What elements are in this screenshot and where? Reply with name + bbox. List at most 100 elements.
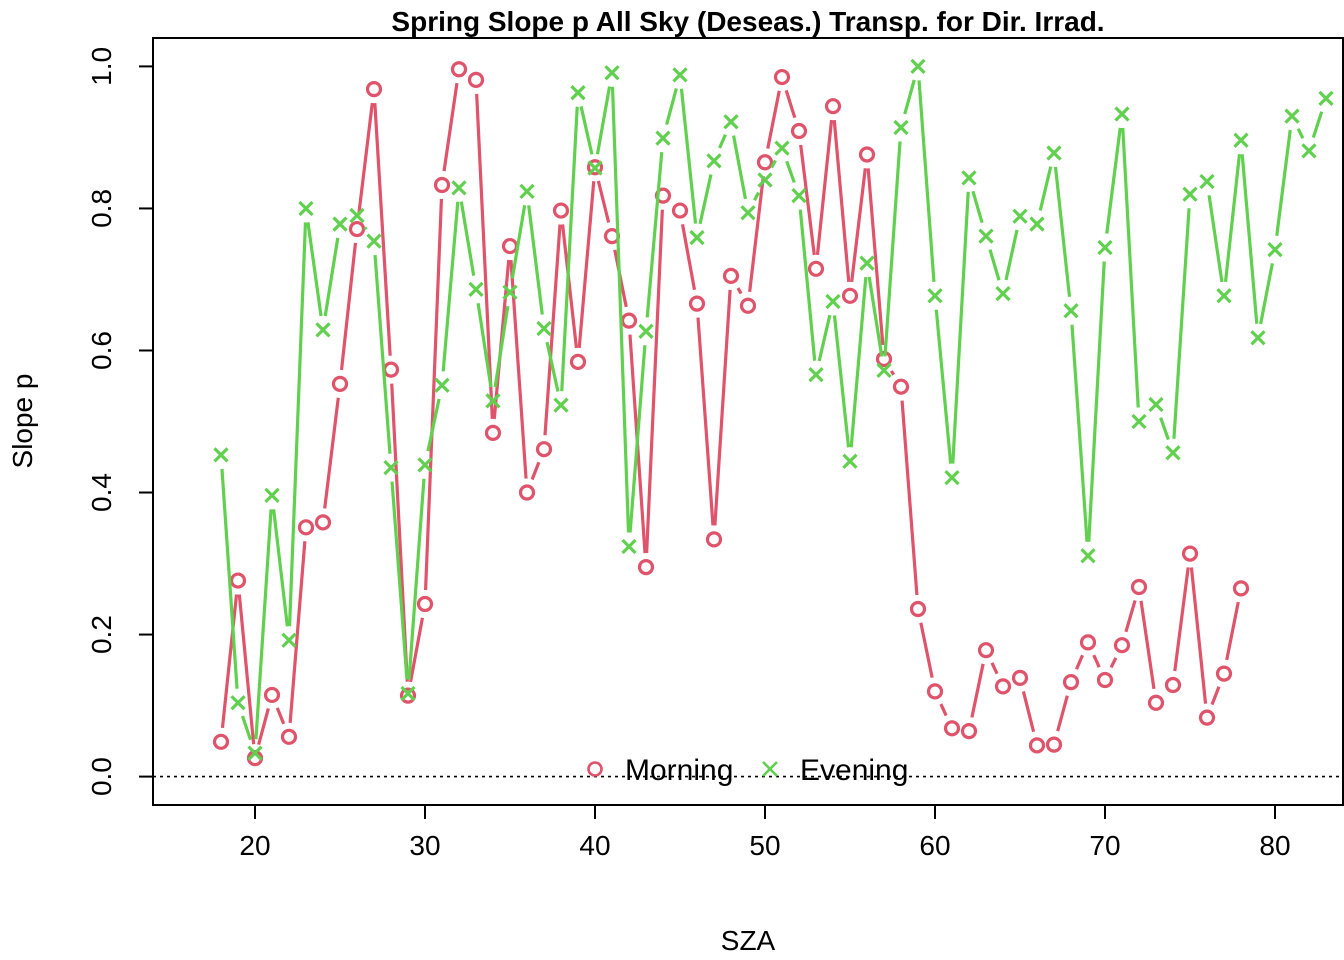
data-point-x [910, 58, 926, 75]
chart-title: Spring Slope p All Sky (Deseas.) Transp.… [391, 6, 1104, 37]
data-point-x [961, 170, 977, 186]
series-segment [363, 226, 368, 231]
data-point-x [315, 322, 331, 338]
series-segment [799, 144, 816, 256]
data-point-circle [518, 484, 536, 501]
data-point-x [587, 160, 603, 176]
y-tick-label: 0.6 [86, 331, 117, 370]
series-segment [441, 201, 460, 372]
y-tick-label: 0.4 [86, 473, 117, 512]
series-segment [917, 80, 936, 282]
data-point-x [536, 320, 552, 337]
series-segment [1124, 599, 1137, 633]
data-point-circle [535, 441, 553, 458]
data-point-x [1267, 242, 1283, 258]
series-segment [237, 594, 256, 745]
data-point-x [400, 685, 416, 702]
series-segment [543, 224, 562, 436]
data-point-circle [773, 68, 791, 86]
series-segment [408, 617, 425, 683]
data-point-x [213, 447, 229, 463]
series-morning [212, 61, 1250, 767]
series-segment [545, 341, 560, 392]
series-segment [784, 89, 797, 119]
series-segment [220, 594, 239, 729]
data-point-x [451, 180, 467, 196]
series-segment [442, 82, 459, 172]
series-segment [628, 345, 647, 533]
data-point-circle [348, 220, 366, 238]
data-point-x [689, 229, 705, 246]
data-point-circle [1130, 578, 1148, 596]
data-point-x [1046, 145, 1062, 161]
series-segment [1225, 601, 1240, 661]
series-segment [713, 289, 732, 526]
series-segment [766, 90, 781, 149]
series-segment [220, 468, 239, 689]
series-segment [407, 478, 426, 680]
legend-item-evening: Evening [762, 754, 908, 787]
legend-marker-circle [587, 761, 603, 777]
data-point-circle [552, 202, 570, 219]
x-tick-label: 30 [409, 830, 440, 861]
series-segment [1092, 654, 1101, 668]
series-segment [1109, 657, 1118, 669]
data-point-circle [450, 61, 468, 78]
data-point-x [723, 114, 739, 130]
data-point-x [604, 65, 620, 81]
data-point-circle [1096, 671, 1114, 689]
data-point-x [570, 85, 586, 101]
series-segment [903, 79, 916, 115]
series-segment [889, 370, 896, 376]
series-segment [240, 715, 253, 741]
data-point-x [1301, 143, 1317, 159]
data-point-x [1080, 548, 1096, 564]
series-segment [1259, 263, 1274, 325]
series-segment [679, 88, 698, 224]
series-segment [832, 315, 851, 448]
series-segment [798, 209, 817, 361]
data-point-circle [841, 287, 859, 304]
legend-marker-x [762, 761, 778, 777]
data-point-x [468, 281, 484, 298]
x-tick-label: 60 [919, 830, 950, 861]
data-point-circle [1164, 676, 1182, 694]
series-segment [560, 106, 579, 392]
data-point-circle [314, 514, 332, 531]
legend-label: Morning [625, 754, 733, 787]
data-point-circle [484, 424, 502, 441]
data-point-x [434, 377, 450, 393]
data-point-x [230, 695, 246, 711]
data-point-x [978, 228, 994, 244]
data-point-circle [467, 71, 485, 89]
data-point-circle [1198, 709, 1216, 726]
data-point-x [944, 469, 960, 486]
series-segment [939, 703, 948, 717]
series-segment [323, 397, 340, 509]
plot-frame [152, 37, 1344, 806]
data-point-x [774, 140, 790, 156]
series-segment [883, 141, 902, 357]
data-point-circle [705, 531, 723, 548]
data-point-x [825, 293, 841, 310]
data-point-x [1114, 106, 1130, 122]
series-segment [1172, 208, 1191, 439]
data-point-circle [926, 683, 944, 700]
series-segment [990, 662, 999, 675]
data-point-circle [1113, 637, 1131, 654]
series-segment [272, 509, 289, 627]
series-segment [510, 204, 527, 279]
series-segment [753, 191, 760, 202]
series-segment [832, 119, 851, 282]
data-point-circle [433, 176, 451, 194]
series-segment [698, 174, 713, 225]
data-point-x [1029, 216, 1045, 232]
y-tick-label: 0.2 [86, 615, 117, 654]
series-segment [748, 175, 765, 293]
data-point-x [808, 366, 824, 383]
data-point-circle [739, 297, 757, 314]
x-tick-label: 50 [749, 830, 780, 861]
series-segment [306, 222, 323, 317]
x-tick-label: 70 [1089, 830, 1120, 861]
data-point-circle [416, 595, 434, 613]
